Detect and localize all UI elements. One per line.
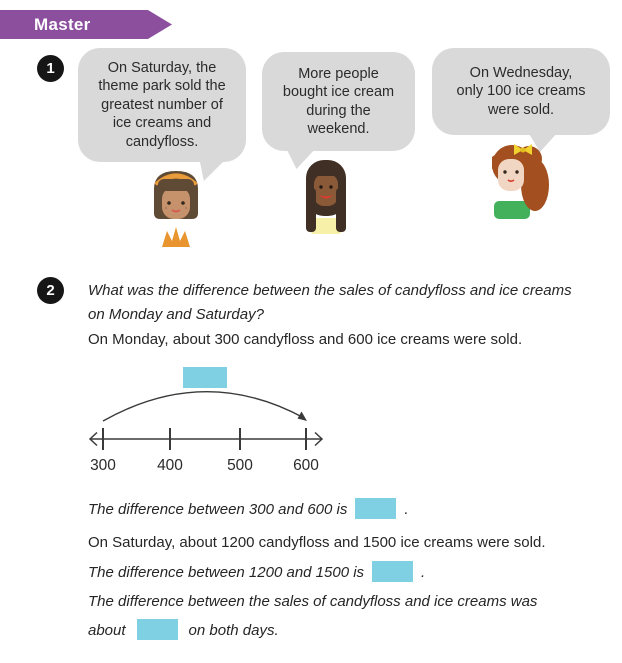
student-avatar-1-icon bbox=[154, 171, 198, 247]
arc-arrowhead-icon bbox=[297, 411, 307, 421]
question-1-badge: 1 bbox=[37, 55, 64, 82]
tick-label-300: 300 bbox=[90, 457, 116, 474]
question-2-prompt-line-1: What was the difference between the sale… bbox=[88, 282, 572, 299]
speech-bubble-1: On Saturday, the theme park sold the gre… bbox=[78, 48, 246, 162]
student-avatar-3-icon bbox=[492, 144, 549, 219]
number-line-answer-box[interactable] bbox=[183, 367, 227, 388]
master-banner: Master bbox=[0, 10, 172, 39]
number-line-diagram: 300 400 500 600 bbox=[88, 367, 324, 474]
answer-box-1200-1500[interactable] bbox=[372, 561, 414, 582]
tick-label-400: 400 bbox=[157, 457, 183, 474]
conclusion-line-1: The difference between the sales of cand… bbox=[88, 593, 538, 610]
statement-300-600: The difference between 300 and 600 is. bbox=[88, 498, 409, 521]
left-arrow-icon bbox=[88, 431, 98, 447]
conclusion-end-text: on both days. bbox=[188, 622, 279, 639]
monday-fact-line: On Monday, about 300 candyfloss and 600 … bbox=[88, 331, 523, 348]
student-avatar-2-icon bbox=[306, 160, 346, 234]
statement-1200-1500-period: . bbox=[421, 564, 426, 581]
question-2-badge: 2 bbox=[37, 277, 64, 304]
tick-label-500: 500 bbox=[227, 457, 253, 474]
speech-bubble-2-text: More people bought ice cream during the … bbox=[282, 65, 395, 138]
speech-bubble-3: On Wednesday, only 100 ice creams were s… bbox=[432, 48, 610, 135]
right-arrow-icon bbox=[314, 431, 324, 447]
question-1-number: 1 bbox=[46, 60, 55, 77]
statement-300-600-period: . bbox=[404, 501, 409, 518]
speech-bubble-3-text: On Wednesday, only 100 ice creams were s… bbox=[456, 64, 586, 118]
answer-box-conclusion[interactable] bbox=[136, 619, 178, 640]
question-2-number: 2 bbox=[46, 282, 55, 299]
difference-arc bbox=[102, 391, 305, 422]
statement-300-600-text: The difference between 300 and 600 is bbox=[88, 501, 348, 518]
conclusion-about-text: about bbox=[88, 622, 126, 639]
tick-label-600: 600 bbox=[293, 457, 319, 474]
speech-bubble-1-text: On Saturday, the theme park sold the gre… bbox=[98, 59, 226, 150]
question-2-prompt-line-2: on Monday and Saturday? bbox=[88, 306, 264, 323]
statement-1200-1500-text: The difference between 1200 and 1500 is bbox=[88, 564, 365, 581]
saturday-fact-line: On Saturday, about 1200 candyfloss and 1… bbox=[88, 534, 546, 551]
master-banner-label: Master bbox=[34, 14, 91, 34]
conclusion-line-2: about on both days. bbox=[88, 619, 279, 642]
answer-box-300-600[interactable] bbox=[355, 498, 397, 519]
speech-bubble-2: More people bought ice cream during the … bbox=[262, 52, 415, 151]
statement-1200-1500: The difference between 1200 and 1500 is. bbox=[88, 561, 425, 584]
